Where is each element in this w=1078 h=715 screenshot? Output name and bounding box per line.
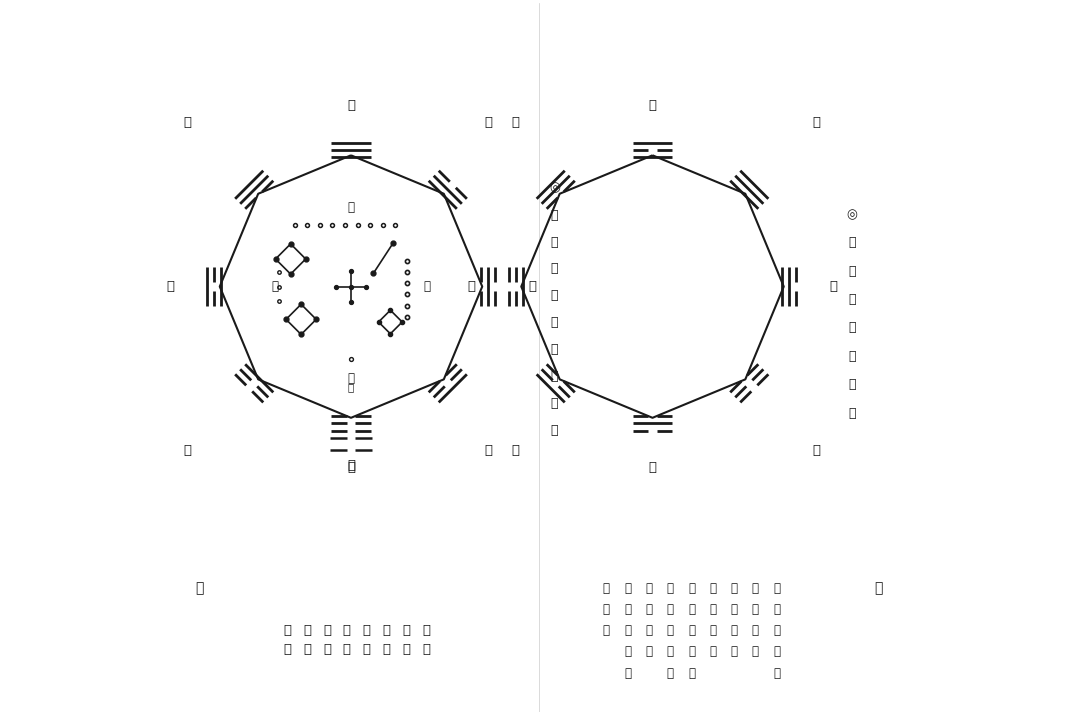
Text: 一: 一	[347, 372, 355, 385]
Text: 。: 。	[624, 666, 632, 680]
Text: 齊: 齊	[646, 581, 652, 595]
Text: 乾: 乾	[347, 99, 355, 112]
Text: 言: 言	[773, 603, 780, 616]
Text: 震: 震	[468, 280, 475, 293]
Text: 離: 離	[649, 99, 657, 112]
Text: 役: 役	[688, 603, 695, 616]
Text: 。: 。	[731, 646, 737, 659]
Text: 說: 說	[731, 581, 737, 595]
Text: 坎: 坎	[751, 624, 759, 637]
Text: 離: 離	[511, 116, 519, 129]
Text: 一: 一	[348, 383, 354, 393]
Text: 巳: 巳	[484, 116, 493, 129]
Text: 乎: 乎	[709, 603, 716, 616]
Text: 卦: 卦	[848, 378, 856, 391]
Text: 震: 震	[166, 280, 174, 293]
Text: 艶: 艶	[484, 444, 493, 457]
Text: 經: 經	[603, 603, 610, 616]
Text: 易: 易	[603, 581, 610, 595]
Text: 乾: 乾	[709, 624, 716, 637]
Text: 乎: 乎	[751, 603, 759, 616]
Text: 。: 。	[751, 646, 759, 659]
Text: 王: 王	[848, 321, 856, 335]
Text: 文: 文	[848, 293, 856, 306]
Text: 說: 說	[709, 581, 716, 595]
Text: 一: 一	[423, 644, 430, 656]
Text: 乎: 乎	[624, 624, 632, 637]
Text: 坎: 坎	[649, 461, 657, 474]
Text: 。: 。	[646, 646, 652, 659]
Text: 乎: 乎	[667, 624, 674, 637]
Text: 乎: 乎	[773, 624, 780, 637]
Text: 勢: 勢	[751, 581, 759, 595]
Text: 與: 與	[551, 262, 558, 275]
Text: 乎: 乎	[688, 624, 695, 637]
Text: 日: 日	[603, 624, 610, 637]
Text: 居: 居	[511, 444, 519, 457]
Text: 三: 三	[323, 644, 331, 656]
Text: 兑: 兑	[830, 280, 838, 293]
Text: 致: 致	[688, 581, 695, 595]
Text: 二: 二	[362, 644, 371, 656]
Text: 八: 八	[343, 644, 350, 656]
Text: 書: 書	[551, 235, 558, 249]
Text: 坤: 坤	[731, 624, 737, 637]
Text: 七: 七	[272, 280, 278, 293]
Text: 坤: 坤	[383, 624, 390, 637]
Text: 巽: 巽	[362, 624, 371, 637]
Text: 二: 二	[196, 581, 204, 595]
Text: 巽: 巽	[183, 116, 191, 129]
Text: 伏: 伏	[551, 343, 558, 356]
Text: 良: 良	[402, 624, 411, 637]
Text: 坤: 坤	[347, 458, 355, 472]
Text: 洛: 洛	[551, 209, 558, 222]
Text: ◎: ◎	[549, 182, 559, 194]
Text: 三: 三	[424, 280, 430, 293]
Text: 震: 震	[343, 624, 350, 637]
Text: 七: 七	[383, 644, 390, 656]
Text: 乾: 乾	[284, 624, 291, 637]
Text: 九: 九	[284, 644, 291, 656]
Text: 天: 天	[551, 317, 558, 330]
Text: 乾: 乾	[813, 116, 820, 129]
Text: 帝: 帝	[624, 581, 632, 595]
Text: 後: 後	[848, 236, 856, 250]
Text: 。: 。	[773, 666, 780, 680]
Text: 圖: 圖	[848, 407, 856, 420]
Text: 相: 相	[667, 581, 674, 595]
Text: 兑: 兑	[688, 646, 695, 659]
Text: 良: 良	[813, 444, 820, 457]
Text: 坎: 坎	[667, 646, 674, 659]
Text: 。: 。	[667, 666, 674, 680]
Text: 四: 四	[303, 644, 312, 656]
Text: 離: 離	[646, 624, 652, 637]
Text: 八: 八	[551, 398, 558, 410]
Text: 坤: 坤	[347, 461, 355, 474]
Text: 六: 六	[402, 644, 411, 656]
Text: 三: 三	[874, 581, 882, 595]
Text: 坐: 坐	[423, 624, 430, 637]
Text: 嵌: 嵌	[528, 280, 536, 293]
Text: 出: 出	[624, 603, 632, 616]
Text: 羲: 羲	[551, 370, 558, 383]
Text: 先: 先	[551, 290, 558, 302]
Text: 震: 震	[624, 646, 632, 659]
Text: 坎: 坎	[183, 444, 191, 457]
Text: 。: 。	[688, 666, 695, 680]
Text: 卦: 卦	[551, 424, 558, 438]
Text: 八: 八	[848, 350, 856, 363]
Text: 天: 天	[848, 265, 856, 277]
Text: 成: 成	[773, 581, 780, 595]
Text: 離: 離	[323, 624, 331, 637]
Text: 。: 。	[709, 646, 716, 659]
Text: 兑: 兑	[303, 624, 312, 637]
Text: 九: 九	[347, 202, 355, 214]
Text: 見: 見	[667, 603, 674, 616]
Text: 良: 良	[773, 646, 780, 659]
Text: 乎: 乎	[731, 603, 737, 616]
Text: ◎: ◎	[846, 208, 857, 221]
Text: 乎: 乎	[646, 603, 652, 616]
